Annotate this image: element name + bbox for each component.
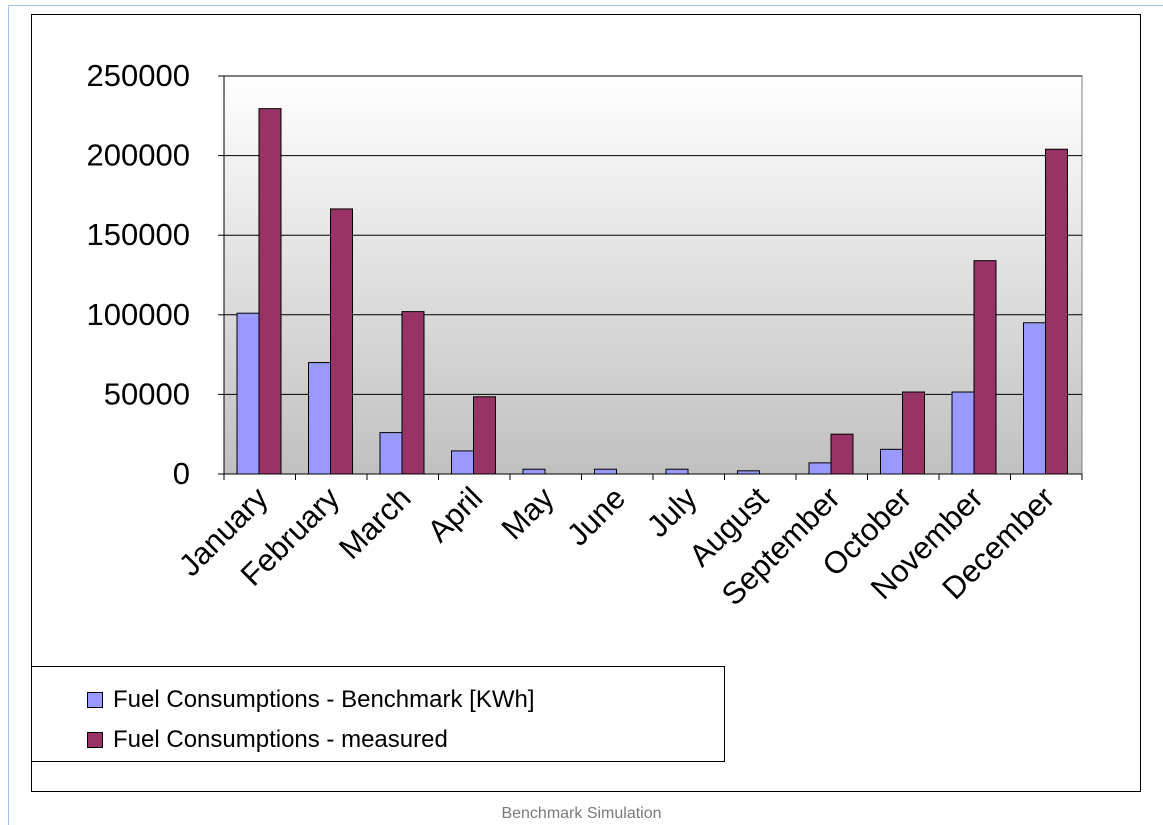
bar-benchmark xyxy=(808,462,832,475)
y-tick-label: 0 xyxy=(173,456,190,491)
legend-item-measured: Fuel Consumptions - measured xyxy=(32,720,724,760)
bar-benchmark xyxy=(308,362,331,475)
bar-measured xyxy=(902,391,925,475)
plot-area xyxy=(223,75,1083,475)
page-border-left xyxy=(8,5,9,825)
bar-measured xyxy=(330,208,353,475)
y-tick-label: 150000 xyxy=(87,217,190,252)
bar-benchmark xyxy=(236,312,260,475)
y-tick-label: 100000 xyxy=(87,297,190,332)
x-tick-label: March xyxy=(332,480,418,566)
bar-benchmark xyxy=(379,432,403,475)
bar-measured xyxy=(473,396,496,475)
bar-benchmark xyxy=(522,468,546,475)
y-tick-label: 200000 xyxy=(87,138,190,173)
bar-measured xyxy=(973,260,997,475)
bar-benchmark xyxy=(594,468,617,475)
bar-benchmark xyxy=(1023,322,1046,475)
legend-label-measured: Fuel Consumptions - measured xyxy=(113,726,448,753)
y-tick-label: 250000 xyxy=(87,58,190,93)
bar-measured xyxy=(1045,148,1068,475)
figure-caption: Benchmark Simulation xyxy=(501,805,662,822)
legend-swatch-benchmark xyxy=(87,692,103,708)
bar-measured xyxy=(401,311,425,475)
legend-item-benchmark: Fuel Consumptions - Benchmark [KWh] xyxy=(32,680,724,720)
x-tick-label: May xyxy=(495,480,562,547)
x-tick-label: April xyxy=(421,480,490,549)
x-tick-label: June xyxy=(560,480,632,552)
legend-label-benchmark: Fuel Consumptions - Benchmark [KWh] xyxy=(113,686,535,713)
x-tick-label: July xyxy=(640,480,704,544)
bar-measured xyxy=(258,108,282,475)
bar-benchmark xyxy=(451,450,474,475)
bar-benchmark xyxy=(951,391,975,475)
page-border-top xyxy=(8,5,1163,6)
bar-benchmark xyxy=(665,468,689,475)
chart-legend: Fuel Consumptions - Benchmark [KWh] Fuel… xyxy=(31,666,725,762)
y-tick-label: 50000 xyxy=(104,376,190,411)
legend-swatch-measured xyxy=(87,732,103,748)
bar-measured xyxy=(830,433,854,475)
bar-benchmark xyxy=(880,448,903,475)
